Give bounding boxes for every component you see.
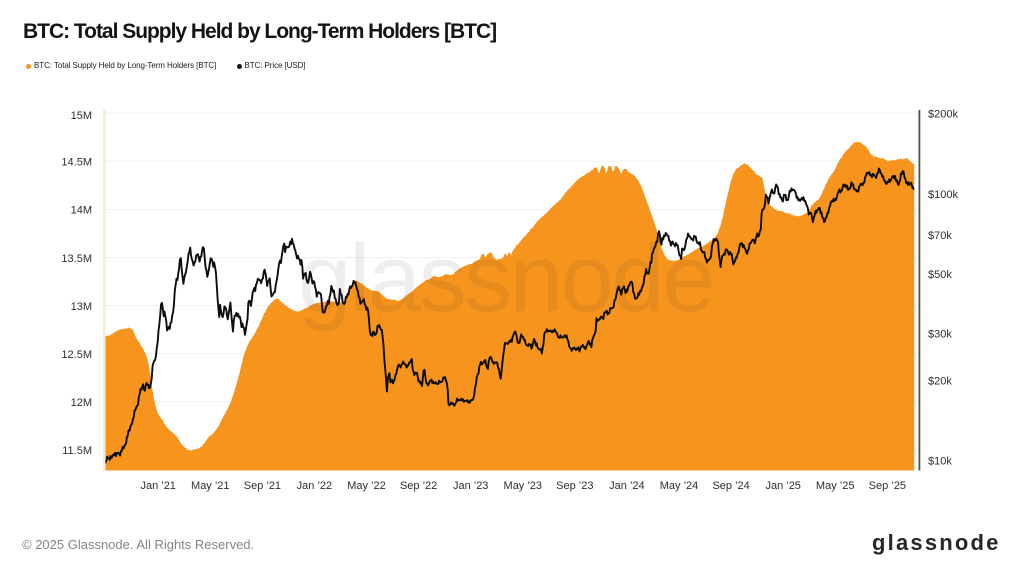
svg-text:$20k: $20k — [928, 375, 952, 387]
svg-text:Sep ’24: Sep ’24 — [712, 480, 749, 492]
svg-text:May ’25: May ’25 — [816, 480, 855, 492]
svg-text:Sep ’21: Sep ’21 — [244, 480, 281, 492]
svg-text:May ’23: May ’23 — [504, 480, 543, 492]
svg-text:13M: 13M — [71, 301, 92, 313]
svg-text:14M: 14M — [71, 205, 92, 217]
svg-text:$10k: $10k — [928, 456, 952, 468]
svg-text:$50k: $50k — [928, 269, 952, 281]
svg-text:13.5M: 13.5M — [61, 253, 92, 265]
svg-text:Sep ’22: Sep ’22 — [400, 480, 437, 492]
svg-text:12M: 12M — [71, 397, 92, 409]
svg-text:Jan ’24: Jan ’24 — [609, 480, 644, 492]
svg-text:14.5M: 14.5M — [61, 157, 92, 169]
svg-text:Jan ’23: Jan ’23 — [453, 480, 488, 492]
svg-text:May ’21: May ’21 — [191, 480, 230, 492]
svg-text:Jan ’21: Jan ’21 — [140, 480, 175, 492]
svg-text:Sep ’23: Sep ’23 — [556, 480, 593, 492]
svg-text:$30k: $30k — [928, 328, 952, 340]
svg-text:Sep ’25: Sep ’25 — [869, 480, 906, 492]
svg-text:Jan ’25: Jan ’25 — [765, 480, 800, 492]
svg-text:glassnode: glassnode — [298, 225, 713, 332]
svg-text:May ’24: May ’24 — [660, 480, 699, 492]
svg-text:12.5M: 12.5M — [61, 349, 92, 361]
svg-text:$200k: $200k — [928, 109, 958, 121]
svg-text:$100k: $100k — [928, 189, 958, 201]
svg-text:11.5M: 11.5M — [62, 445, 92, 457]
svg-text:May ’22: May ’22 — [347, 480, 386, 492]
svg-text:$70k: $70k — [928, 230, 952, 242]
svg-text:Jan ’22: Jan ’22 — [297, 480, 332, 492]
svg-text:15M: 15M — [71, 110, 92, 122]
